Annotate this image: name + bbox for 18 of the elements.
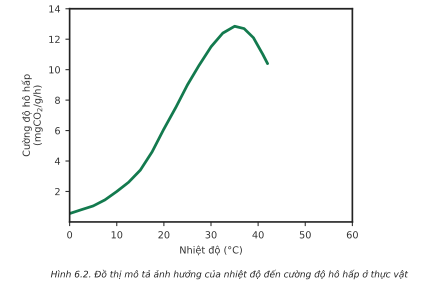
- y-tick-label: 10: [49, 66, 60, 74]
- x-tick-label: 40: [252, 231, 264, 238]
- x-tick-label: 10: [112, 231, 122, 238]
- y-tick-label: 8: [55, 96, 60, 104]
- x-tick-label: 60: [346, 231, 358, 238]
- x-tick-label: 30: [206, 231, 217, 238]
- y-axis-title: Cường độ hô hấp (mgCO$_{2}$/g/h): [22, 74, 43, 156]
- y-tick-label: 12: [49, 36, 60, 43]
- x-tick-label: 20: [158, 231, 170, 238]
- y-tick-label: 4: [54, 158, 60, 165]
- x-tick-label: 0: [67, 231, 72, 238]
- line-series: [70, 24, 269, 215]
- x-tick-label: 50: [300, 231, 311, 238]
- x-axis-title: Nhiệt độ (°C): [180, 246, 242, 256]
- y-tick-label: 6: [55, 127, 60, 134]
- y-tick-label: 2: [55, 188, 60, 196]
- text: Hình 6.2. Đồ thị mô tả ảnh hưởng của nhiệt độ đến cường độ hô hấp ở thực vật: [50, 270, 408, 280]
- y-tick-label: 14: [49, 5, 60, 12]
